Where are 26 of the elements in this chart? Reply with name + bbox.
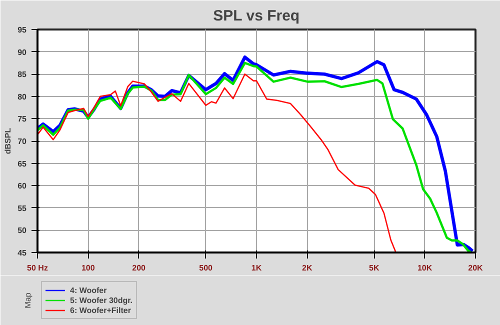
y-tick-label: 55 — [18, 204, 28, 213]
y-tick-label: 80 — [18, 92, 28, 102]
x-tick-label: 20K — [468, 264, 484, 272]
x-tick-label: 1K — [251, 264, 262, 272]
text: Map — [24, 292, 32, 308]
y-tick-label: 85 — [18, 70, 28, 80]
y-tick-label: 95 — [18, 26, 28, 34]
legend-label: 5: Woofer 30dgr. — [70, 295, 133, 305]
legend-label: 4: Woofer — [70, 285, 107, 295]
x-tick-label: 500 — [199, 264, 214, 272]
x-tick-label: 5K — [369, 264, 380, 272]
y-tick-label: 65 — [18, 159, 28, 168]
legend-label: 6: Woofer+Filter — [70, 305, 131, 315]
y-tick-label: 90 — [18, 48, 28, 57]
x-tick-label: 2K — [302, 264, 313, 272]
y-axis-title: dBSPL — [4, 128, 13, 154]
x-tick-label: 100 — [82, 264, 96, 272]
x-tick-label: 10K — [417, 264, 432, 272]
y-tick-label: 75 — [18, 114, 28, 124]
y-tick-label: 60 — [18, 182, 28, 191]
y-tick-label: 45 — [18, 248, 28, 258]
chart-title: SPL vs Freq — [213, 8, 300, 24]
y-tick-label: 50 — [18, 226, 28, 236]
x-tick-label: 50 Hz — [27, 264, 48, 272]
x-tick-label: 200 — [132, 264, 146, 272]
y-tick-label: 70 — [18, 137, 28, 146]
